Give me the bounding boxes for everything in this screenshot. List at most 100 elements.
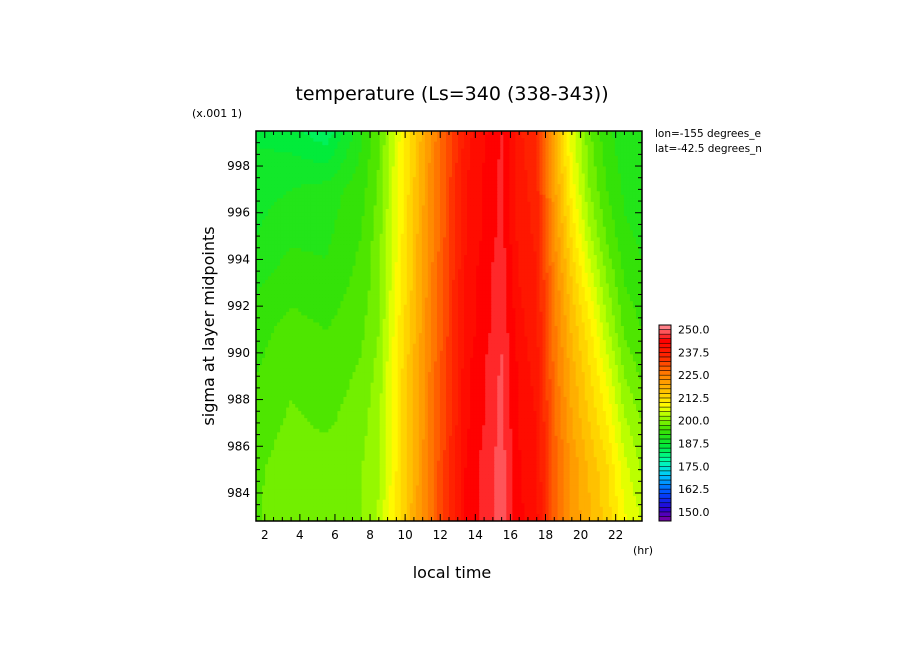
heatmap-cell [488,237,492,242]
heatmap-cell [503,134,507,139]
heatmap-cell [608,209,613,214]
heatmap-cell [458,187,462,192]
heatmap-cell [277,134,281,139]
heatmap-cell [470,131,474,136]
heatmap-cell [358,166,363,171]
heatmap-cell [461,244,465,249]
heatmap-cell [340,205,345,210]
heatmap-cell [403,248,408,253]
heatmap-cell [503,201,507,207]
heatmap-cell [442,205,447,210]
heatmap-cell [334,152,339,157]
heatmap-cell [593,248,598,253]
heatmap-cell [409,159,414,164]
heatmap-cell [328,230,332,235]
heatmap-cell [545,134,550,139]
heatmap-cell [391,201,396,207]
heatmap-cell [286,216,290,221]
heatmap-cell [485,205,489,210]
heatmap-cell [611,141,616,146]
heatmap-cell [376,216,381,221]
heatmap-cell [358,219,363,224]
heatmap-cell [566,219,571,224]
heatmap-cell [530,170,535,175]
heatmap-cell [340,233,345,238]
heatmap-cell [452,219,456,224]
heatmap-cell [352,138,357,143]
heatmap-cell [445,177,450,182]
heatmap-cell [560,230,565,235]
heatmap-cell [364,251,369,256]
heatmap-cell [620,219,625,224]
heatmap-cell [340,209,345,214]
heatmap-cell [379,237,384,242]
heatmap-cell [409,184,414,189]
heatmap-cell [412,134,417,139]
heatmap-cell [349,184,354,189]
heatmap-cell [470,248,474,253]
heatmap-cell [470,138,474,143]
heatmap-cell [467,145,471,150]
heatmap-cell [527,194,532,199]
heatmap-cell [322,187,326,192]
heatmap-cell [506,138,510,143]
heatmap-cell [497,159,501,164]
heatmap-cell [271,240,275,246]
heatmap-cell [343,244,348,249]
heatmap-cell [304,205,308,210]
heatmap-cell [518,152,522,157]
heatmap-cell [388,205,393,210]
heatmap-cell [430,138,435,143]
heatmap-cell [503,194,507,199]
heatmap-cell [328,219,332,224]
heatmap-cell [439,159,444,164]
heatmap-cell [518,194,522,199]
heatmap-cell [497,219,501,224]
heatmap-cell [418,201,423,207]
heatmap-cell [578,138,583,143]
heatmap-cell [629,184,634,189]
heatmap-cell [337,198,342,203]
heatmap-cell [494,237,498,242]
heatmap-cell [560,198,565,203]
heatmap-cell [445,198,450,203]
heatmap-cell [506,141,510,146]
heatmap-cell [572,219,577,224]
heatmap-cell [608,240,613,246]
heatmap-cell [509,148,513,153]
heatmap-cell [608,187,613,192]
heatmap-cell [524,237,529,242]
heatmap-cell [343,240,348,246]
heatmap-cell [298,240,302,246]
heatmap-cell [301,170,305,175]
heatmap-cell [578,212,583,217]
heatmap-cell [298,187,302,192]
heatmap-cell [313,131,317,136]
heatmap-cell [382,223,387,228]
heatmap-cell [539,248,544,253]
heatmap-cell [572,187,577,192]
heatmap-cell [334,155,339,160]
heatmap-cell [578,216,583,221]
heatmap-cell [406,233,411,238]
heatmap-cell [638,134,642,139]
heatmap-cell [328,159,332,164]
heatmap-cell [400,265,405,270]
heatmap-cell [485,219,489,224]
heatmap-cell [292,237,296,242]
heatmap-cell [388,134,393,139]
heatmap-cell [259,251,263,256]
heatmap-cell [367,262,372,267]
heatmap-cell [497,255,501,260]
heatmap-cell [418,134,423,139]
heatmap-cell [521,262,525,267]
heatmap-cell [596,248,601,253]
heatmap-cell [575,170,580,175]
heatmap-cell [385,216,390,221]
heatmap-cell [569,205,574,210]
heatmap-cell [328,233,332,238]
heatmap-cell [554,258,559,263]
heatmap-cell [551,262,556,267]
heatmap-cell [274,152,278,157]
heatmap-cell [572,170,577,175]
